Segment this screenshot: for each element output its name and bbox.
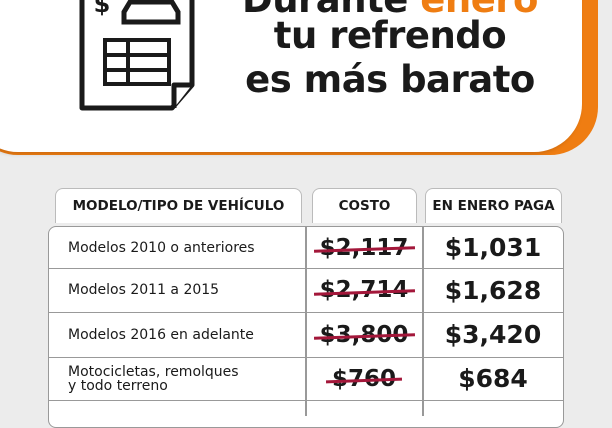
- page: $ Durante enero tu refrendo es más barat…: [0, 0, 612, 406]
- vehicle-type: Motocicletas, remolques y todo terreno: [68, 363, 239, 394]
- january-price: $684: [458, 364, 528, 393]
- struck-price: $2,117: [319, 234, 409, 261]
- old-cost: $2,117: [306, 227, 422, 268]
- column-header: COSTO: [312, 188, 417, 223]
- old-cost: $2,714: [306, 268, 422, 312]
- document-icon: $: [79, 0, 195, 111]
- vehicle-type: Modelos 2011 a 2015: [68, 282, 220, 298]
- column-divider: [305, 226, 307, 416]
- struck-price: $3,800: [319, 321, 409, 348]
- table-row: Modelos 2011 a 2015 $2,714 $1,628: [48, 268, 564, 313]
- vehicle-type: Modelos 2016 en adelante: [68, 326, 254, 343]
- table-row: Modelos 2010 o anteriores $2,117 $1,031: [48, 227, 564, 269]
- svg-text:$: $: [94, 0, 111, 18]
- table-row: Modelos 2016 en adelante $3,800 $3,420: [48, 312, 564, 358]
- column-divider: [422, 226, 424, 416]
- january-price: $3,420: [444, 320, 542, 349]
- vehicle-type: Modelos 2010 o anteriores: [68, 239, 255, 256]
- column-header: EN ENERO PAGA: [425, 188, 562, 223]
- headline-text: Durante: [242, 0, 408, 21]
- headline-highlight: enero: [420, 0, 538, 21]
- struck-price: $760: [331, 365, 396, 392]
- old-cost: $3,800: [306, 312, 422, 357]
- headline-line: Durante enero: [230, 0, 550, 21]
- january-price: $1,628: [444, 275, 542, 305]
- struck-price: $2,714: [319, 277, 409, 303]
- column-header: MODELO/TIPO DE VEHÍCULO: [55, 188, 302, 223]
- headline-line: es más barato: [245, 58, 535, 101]
- table-row: Motocicletas, remolques y todo terreno $7…: [48, 357, 564, 401]
- january-price: $1,031: [444, 233, 542, 262]
- old-cost: $760: [306, 357, 422, 400]
- headline-line: tu refrendo: [273, 14, 507, 57]
